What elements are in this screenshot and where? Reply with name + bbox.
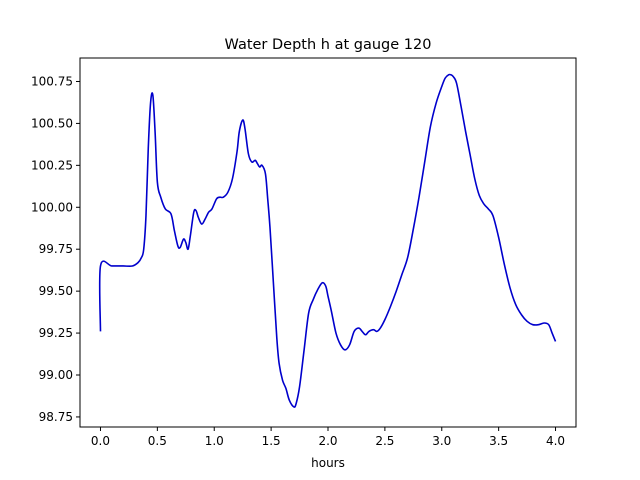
y-tick-label: 99.50 <box>39 284 73 298</box>
x-tick-label: 0.0 <box>91 434 110 448</box>
y-tick-label: 100.50 <box>31 116 73 130</box>
y-tick-label: 100.00 <box>31 200 73 214</box>
x-tick-label: 0.5 <box>148 434 167 448</box>
y-tick-label: 99.00 <box>39 368 73 382</box>
x-tick-label: 4.0 <box>546 434 565 448</box>
y-tick-label: 100.25 <box>31 158 73 172</box>
x-tick-label: 1.5 <box>262 434 281 448</box>
chart-title: Water Depth h at gauge 120 <box>225 37 432 53</box>
series-line <box>98 73 557 408</box>
x-tick-label: 2.5 <box>375 434 394 448</box>
axis-ticks: 0.0 0.5 1.0 1.5 2.0 2.5 3.0 3.5 4.0 98.75 99.00 99.… <box>31 74 565 448</box>
x-tick-label: 2.0 <box>318 434 337 448</box>
y-tick-label: 98.75 <box>39 410 73 424</box>
x-tick-label: 1.0 <box>205 434 224 448</box>
x-tick-label: 3.0 <box>432 434 451 448</box>
y-tick-label: 100.75 <box>31 74 73 88</box>
plot-area <box>98 73 557 408</box>
x-axis-label: hours <box>311 456 345 470</box>
x-tick-label: 3.5 <box>489 434 508 448</box>
plot-frame <box>79 57 577 428</box>
y-tick-label: 99.75 <box>39 242 73 256</box>
y-tick-label: 99.25 <box>39 326 73 340</box>
